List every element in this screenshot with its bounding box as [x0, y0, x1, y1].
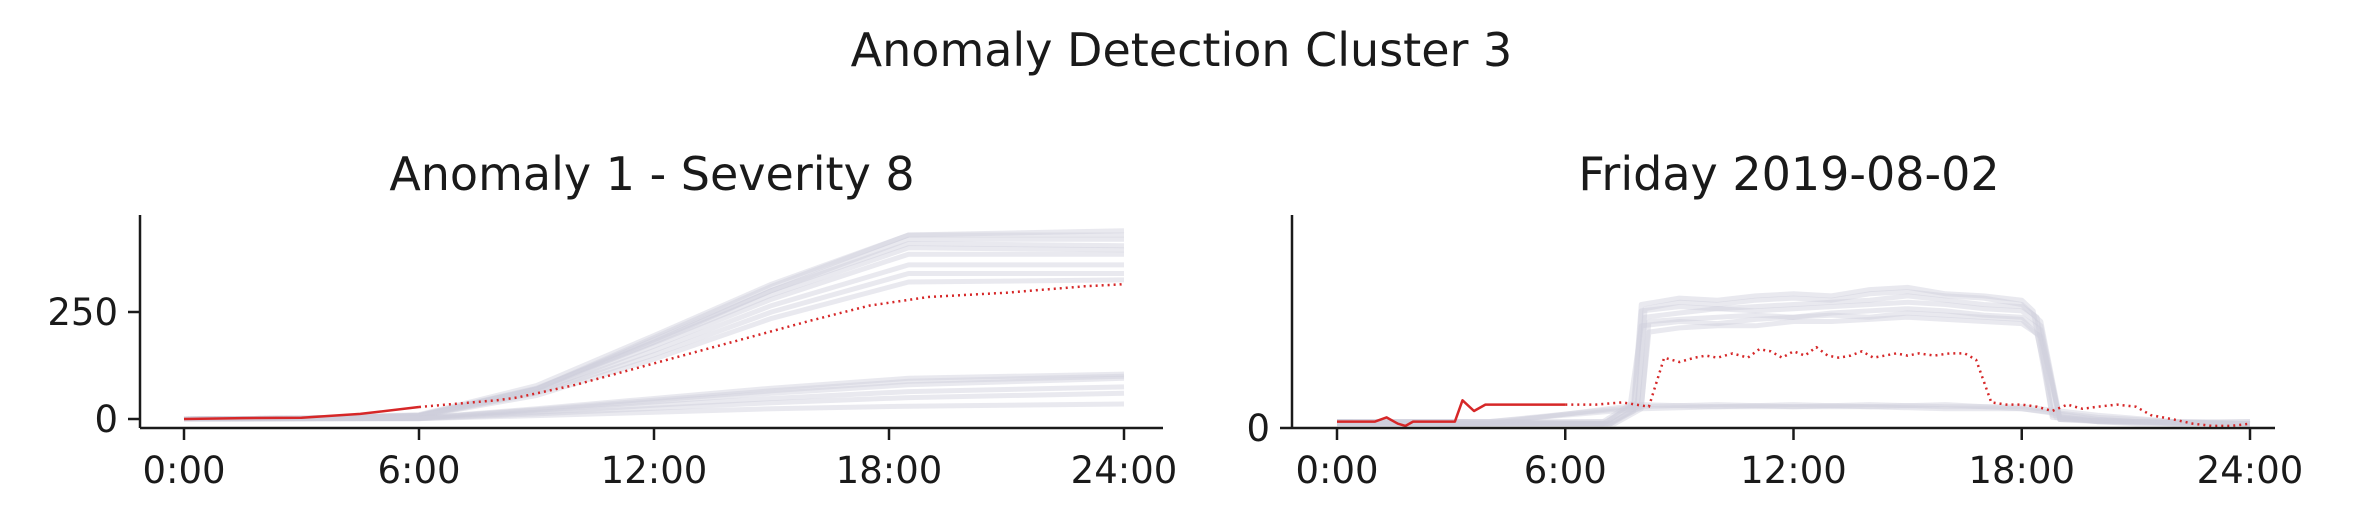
anomaly-forecast-line: [418, 282, 1125, 409]
x-tick-label: 24:00: [1071, 449, 1178, 492]
y-tick-label: 250: [47, 291, 118, 334]
x-tick-label: 24:00: [2197, 449, 2304, 492]
x-tick-label: 18:00: [836, 449, 943, 492]
background-series-line: [183, 262, 1124, 422]
background-series-line: [1336, 310, 2251, 427]
anomaly-forecast-line: [1565, 345, 2251, 428]
background-series-line: [183, 373, 1125, 422]
background-series-line: [183, 241, 1125, 422]
background-series-line: [1336, 293, 2250, 427]
x-tick-label: 12:00: [1740, 449, 1847, 492]
y-tick-label: 0: [1246, 407, 1270, 450]
background-series-line: [183, 251, 1124, 422]
background-series-line: [183, 375, 1125, 422]
background-series-line: [1337, 299, 2251, 427]
background-series-line: [183, 371, 1125, 422]
x-tick-label: 6:00: [1524, 449, 1607, 492]
panel-date: 0:00 6:00 12:00 18:00 24:00 0: [1246, 215, 2303, 492]
panel-title-date: Friday 2019-08-02: [1578, 147, 1999, 201]
background-series-line: [1337, 404, 2251, 427]
background-series-line: [1337, 306, 2250, 427]
background-series-line: [183, 271, 1124, 422]
background-series-line: [183, 277, 1125, 422]
panel-title-anomaly: Anomaly 1 - Severity 8: [389, 147, 914, 201]
anomaly-observed-line: [183, 405, 420, 421]
x-tick-label: 0:00: [142, 449, 225, 492]
anomaly-observed-line: [1337, 399, 1566, 428]
x-tick-label: 12:00: [601, 449, 708, 492]
figure-title: Anomaly Detection Cluster 3: [850, 23, 1513, 77]
background-series-line: [1337, 402, 2251, 427]
background-series-line: [1337, 284, 2250, 425]
x-tick-label: 18:00: [1968, 449, 2075, 492]
x-tick-label: 0:00: [1295, 449, 1378, 492]
y-tick-label: 0: [94, 398, 118, 441]
background-series-line: [183, 390, 1125, 422]
x-tick-label: 6:00: [377, 449, 460, 492]
background-series-line: [183, 401, 1125, 422]
background-series-line: [1337, 289, 2251, 427]
background-series-line: [1337, 402, 2251, 427]
background-series-line: [183, 384, 1125, 422]
background-series-line: [1337, 314, 2251, 427]
panel-anomaly: 0:00 6:00 12:00 18:00 24:00 0 250: [47, 215, 1177, 492]
